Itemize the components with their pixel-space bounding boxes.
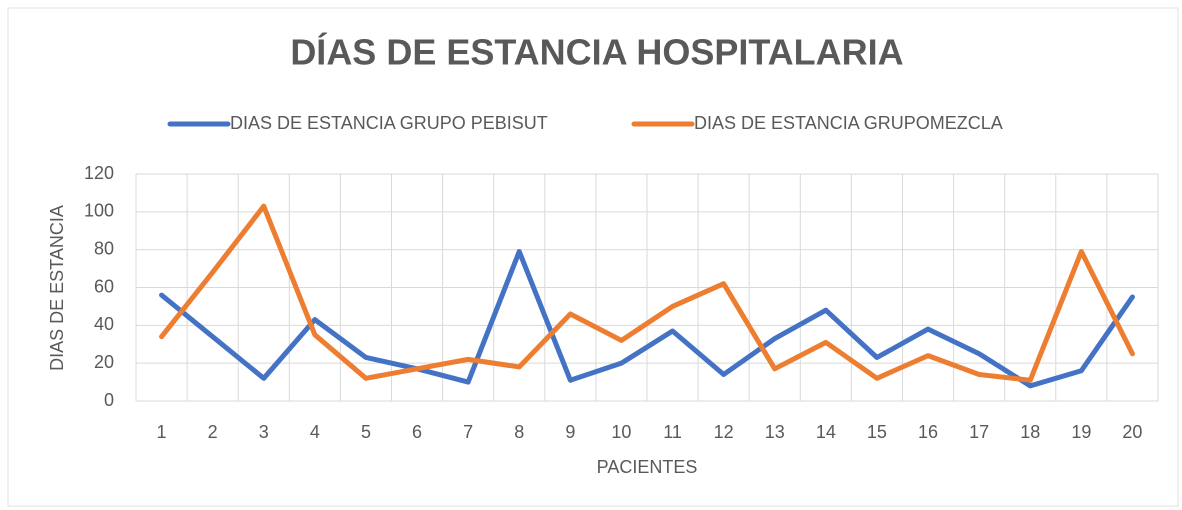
x-tick-label: 16	[918, 422, 938, 442]
y-tick-label: 80	[94, 238, 114, 258]
x-tick-label: 2	[208, 422, 218, 442]
y-tick-label: 40	[94, 314, 114, 334]
x-tick-label: 17	[969, 422, 989, 442]
x-tick-label: 5	[361, 422, 371, 442]
x-tick-label: 18	[1020, 422, 1040, 442]
series-line	[159, 249, 1135, 389]
x-tick-label: 13	[765, 422, 785, 442]
x-tick-label: 10	[611, 422, 631, 442]
x-tick-label: 11	[663, 422, 682, 442]
x-tick-label: 4	[310, 422, 320, 442]
chart-frame	[7, 7, 1179, 507]
y-tick-label: 0	[104, 390, 114, 410]
legend-label: DIAS DE ESTANCIA GRUPOMEZCLA	[694, 113, 1003, 133]
x-tick-label: 12	[714, 422, 734, 442]
x-tick-label: 7	[463, 422, 473, 442]
x-tick-label: 14	[816, 422, 836, 442]
y-tick-label: 120	[84, 163, 114, 183]
y-tick-label: 60	[94, 276, 114, 296]
x-tick-label: 19	[1071, 422, 1091, 442]
series-line	[159, 203, 1135, 383]
x-tick-label: 20	[1122, 422, 1142, 442]
y-tick-label: 20	[94, 352, 114, 372]
chart-title: DÍAS DE ESTANCIA HOSPITALARIA	[290, 32, 903, 73]
legend-label: DIAS DE ESTANCIA GRUPO PEBISUT	[230, 113, 548, 133]
x-tick-label: 9	[565, 422, 575, 442]
y-tick-label: 100	[84, 201, 114, 221]
x-tick-label: 6	[412, 422, 422, 442]
x-tick-label: 15	[867, 422, 887, 442]
x-tick-label: 3	[259, 422, 269, 442]
x-tick-label: 1	[157, 422, 167, 442]
x-axis-label: PACIENTES	[597, 457, 698, 477]
x-tick-label: 8	[514, 422, 524, 442]
y-axis-label: DIAS DE ESTANCIA	[47, 205, 67, 371]
